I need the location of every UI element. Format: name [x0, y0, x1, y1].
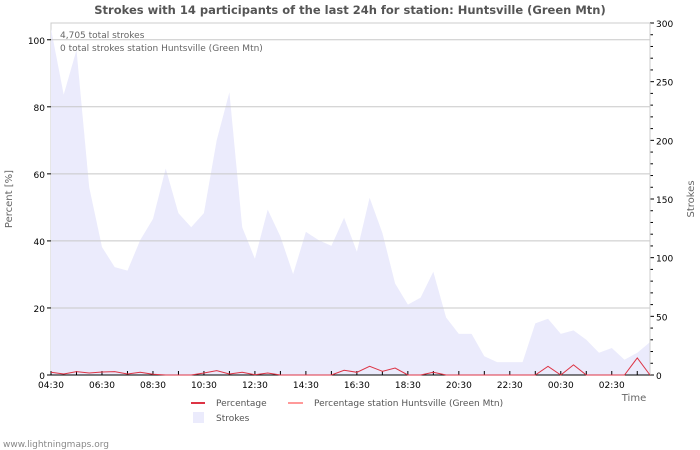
x-label: Time: [621, 393, 646, 404]
x-tick-label: 04:30: [38, 381, 64, 391]
percentage-line: [50, 357, 651, 376]
y-right-tick-label: 0: [656, 372, 662, 382]
x-tick-label: 12:30: [242, 381, 268, 391]
footer-credit[interactable]: www.lightningmaps.org: [3, 440, 109, 450]
legend: Percentage Percentage station Huntsville…: [191, 399, 503, 424]
legend-label-strokes: Strokes: [216, 414, 250, 424]
legend-label-station: Percentage station Huntsville (Green Mtn…: [314, 399, 503, 409]
annotation-station-strokes: 0 total strokes station Huntsville (Gree…: [60, 44, 263, 54]
chart-title: Strokes with 14 participants of the last…: [94, 3, 605, 17]
y-left-label: Percent [%]: [4, 170, 15, 228]
x-tick-label: 22:30: [497, 381, 523, 391]
annotation-total-strokes: 4,705 total strokes: [60, 31, 145, 41]
x-tick-label: 10:30: [191, 381, 217, 391]
y-right-tick-label: 200: [656, 137, 673, 147]
x-tick-label: 16:30: [344, 381, 370, 391]
y-right-tick-label: 250: [656, 79, 673, 89]
y-left-tick-label: 20: [34, 305, 46, 315]
y-left-tick-label: 40: [34, 238, 46, 248]
plot-area: 0 20 40 60 80 100 0 50 100 150 200 250 300 04:30 06:30…: [28, 20, 674, 391]
y-right-label: Strokes: [686, 180, 697, 217]
legend-swatch-strokes: [193, 412, 204, 423]
x-tick-label: 08:30: [140, 381, 166, 391]
strokes-area: [51, 28, 650, 376]
legend-label-percentage: Percentage: [216, 399, 267, 409]
x-tick-label: 18:30: [395, 381, 421, 391]
y-left-tick-label: 0: [39, 372, 45, 382]
x-tick-label: 06:30: [89, 381, 115, 391]
y-left-tick-label: 80: [34, 104, 46, 114]
x-tick-label: 20:30: [446, 381, 472, 391]
y-left-tick-label: 100: [28, 37, 45, 47]
y-right-tick-label: 100: [656, 255, 673, 265]
x-tick-label: 00:30: [548, 381, 574, 391]
y-right-tick-label: 300: [656, 20, 673, 30]
y-right-tick-label: 50: [656, 313, 668, 323]
y-right-tick-label: 150: [656, 196, 673, 206]
y-left-tick-label: 60: [34, 171, 46, 181]
x-tick-label: 14:30: [293, 381, 319, 391]
x-tick-label: 02:30: [599, 381, 625, 391]
